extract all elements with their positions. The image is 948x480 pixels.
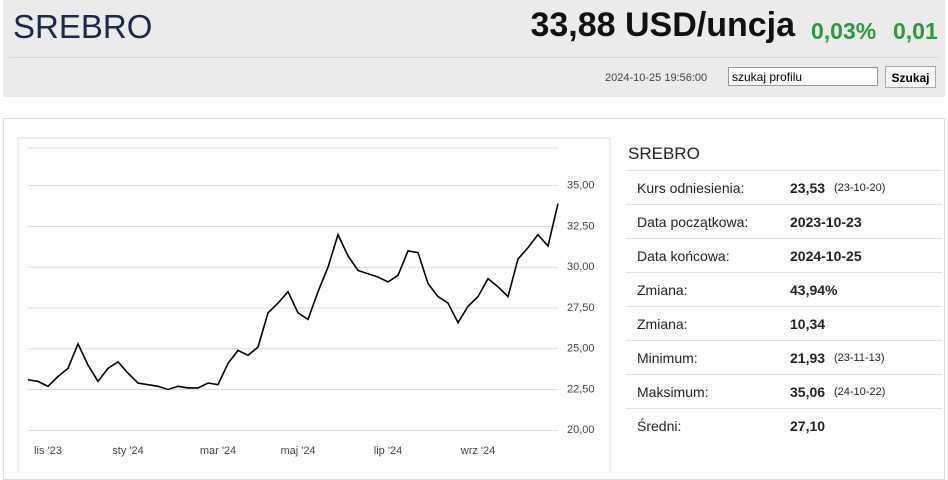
cell-label: Kurs odniesienia: <box>637 180 745 196</box>
cell-note: (23-11-13) <box>834 352 885 364</box>
cell-value: 2023-10-23 <box>790 214 862 230</box>
cell-note: (24-10-22) <box>834 386 886 398</box>
x-tick-label: mar '24 <box>200 445 236 457</box>
table-row: Minimum: 21,93 (23-11-13) <box>626 340 942 374</box>
cell-label: Data końcowa: <box>637 248 730 264</box>
table-title: SREBRO <box>628 144 700 163</box>
y-tick-label: 35,00 <box>567 180 595 192</box>
y-tick-label: 20,00 <box>567 424 595 436</box>
price: 33,88 USD/uncja <box>530 6 795 44</box>
x-tick-label: lip '24 <box>374 445 402 457</box>
cell-value: 21,93 <box>790 350 826 366</box>
x-tick-label: sty '24 <box>112 445 143 457</box>
cell-value: 2024-10-25 <box>790 248 862 264</box>
search-input[interactable]: szukaj profilu <box>728 67 878 86</box>
table-row: Data końcowa: 2024-10-25 <box>626 238 942 272</box>
separator <box>9 57 939 58</box>
x-tick-label: lis '23 <box>34 445 62 457</box>
change-abs: 0,01 <box>893 18 938 44</box>
y-tick-label: 27,50 <box>567 302 595 314</box>
price-line <box>27 203 559 391</box>
y-tick-label: 30,00 <box>567 261 595 273</box>
table-row: Zmiana: 10,34 <box>626 306 942 340</box>
change-pct: 0,03% <box>811 18 877 44</box>
cell-label: Średni: <box>637 418 682 434</box>
x-tick-label: maj '24 <box>280 445 315 457</box>
table-row: Zmiana: 43,94% <box>626 272 942 306</box>
header: SREBRO 33,88 USD/uncja 0,03% 0,01 2024-1… <box>3 0 945 97</box>
search-button[interactable]: Szukaj <box>885 66 936 88</box>
cell-value: 35,06 <box>790 384 826 400</box>
x-tick-label: wrz '24 <box>460 445 496 457</box>
y-tick-label: 25,00 <box>567 343 595 355</box>
chart-frame <box>17 137 611 473</box>
info-table: SREBRO Kurs odniesienia: 23,53 (23-10-20) D… <box>626 140 942 442</box>
y-tick-label: 32,50 <box>567 220 595 232</box>
cell-label: Zmiana: <box>637 316 688 332</box>
cell-value: 23,53 <box>790 180 826 196</box>
y-tick-label: 22,50 <box>567 383 595 395</box>
cell-label: Minimum: <box>637 350 698 366</box>
title: SREBRO <box>13 8 153 45</box>
table-row: Kurs odniesienia: 23,53 (23-10-20) <box>626 170 942 204</box>
table-row: Średni: 27,10 <box>626 408 942 442</box>
cell-note: (23-10-20) <box>834 182 886 194</box>
cell-label: Data początkowa: <box>637 214 749 230</box>
table-row: Maksimum: 35,06 (24-10-22) <box>626 374 942 408</box>
cell-value: 10,34 <box>790 316 826 332</box>
table-row: Data początkowa: 2023-10-23 <box>626 204 942 238</box>
cell-value: 27,10 <box>790 418 826 434</box>
timestamp: 2024-10-25 19:56:00 <box>605 72 708 84</box>
cell-value: 43,94% <box>790 282 838 298</box>
cell-label: Zmiana: <box>637 282 688 298</box>
cell-label: Maksimum: <box>637 384 709 400</box>
